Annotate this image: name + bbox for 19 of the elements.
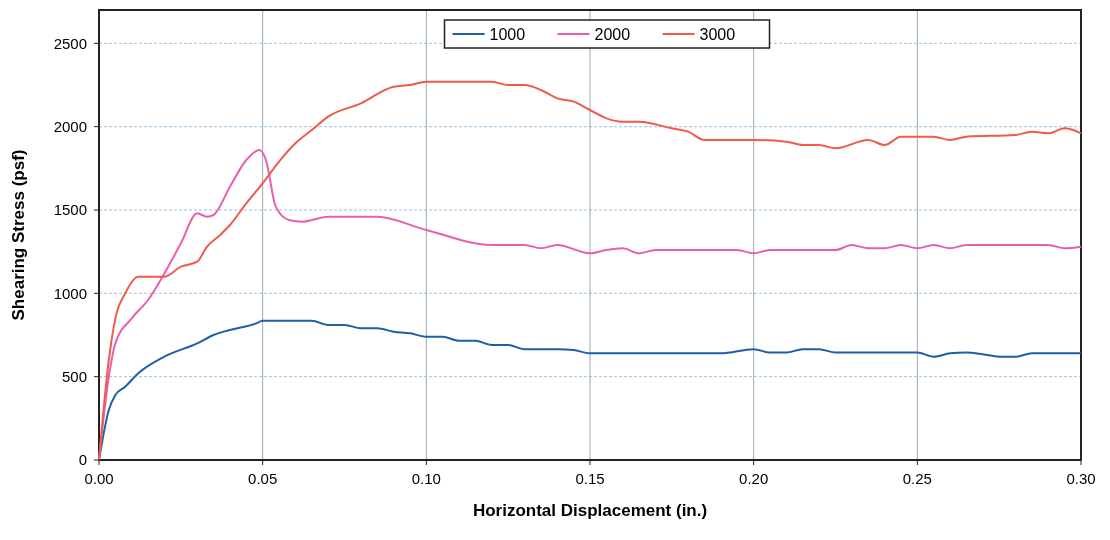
y-axis-title: Shearing Stress (psf) xyxy=(9,149,28,321)
x-tick-label: 0.10 xyxy=(411,470,441,487)
y-tick-label: 2500 xyxy=(53,34,87,52)
x-tick-label: 0.00 xyxy=(84,470,114,487)
y-tick-label: 1000 xyxy=(53,284,87,302)
legend-label: 1000 xyxy=(489,25,526,43)
x-tick-label: 0.25 xyxy=(902,470,932,487)
x-tick-label: 0.30 xyxy=(1066,470,1096,487)
y-tick-label: 2000 xyxy=(53,117,87,135)
legend-label: 2000 xyxy=(594,25,631,43)
x-tick-label: 0.20 xyxy=(739,470,769,487)
line-series xyxy=(98,80,1082,461)
y-tick-label: 1500 xyxy=(53,201,87,219)
x-tick-label: 0.05 xyxy=(248,470,278,487)
x-tick-label: 0.15 xyxy=(575,470,605,487)
y-tick-label: 0 xyxy=(78,451,87,469)
legend-label: 3000 xyxy=(699,25,736,43)
y-tick-label: 500 xyxy=(61,367,87,385)
x-axis-title: Horizontal Displacement (in.) xyxy=(472,501,708,520)
